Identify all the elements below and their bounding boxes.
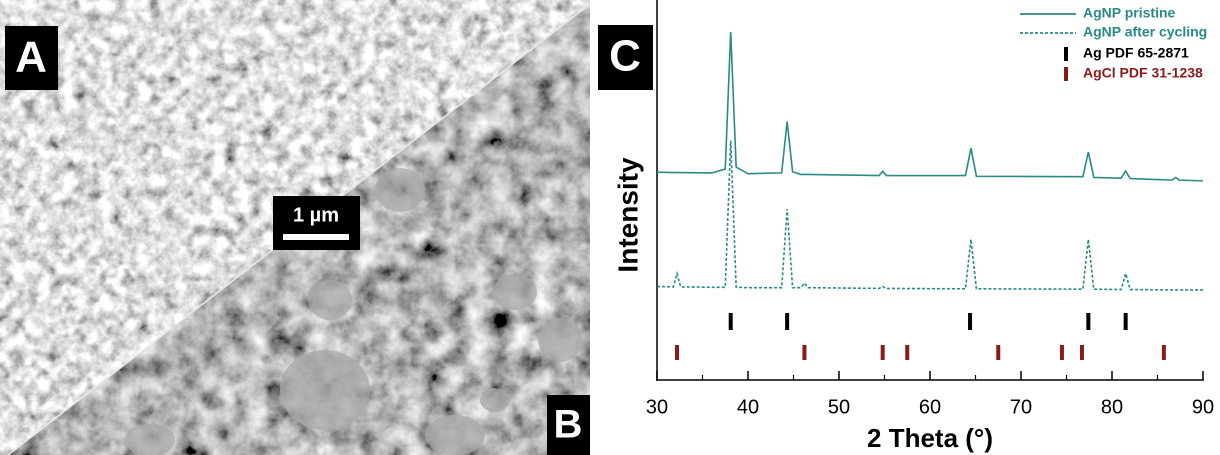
label-box — [547, 395, 590, 455]
label-box — [598, 25, 653, 90]
y-axis-label: Intensity — [612, 157, 643, 273]
legend-label: Ag PDF 65-2871 — [1083, 45, 1189, 61]
panel-label: C — [609, 32, 641, 81]
scale-box — [273, 196, 360, 250]
x-tick-label: 30 — [646, 396, 668, 418]
panel-label: A — [15, 33, 47, 82]
scale-bar — [283, 234, 349, 240]
scale-bar-label: 1 µm — [293, 204, 339, 226]
x-tick-label: 80 — [1101, 396, 1123, 418]
sem-particles — [125, 168, 582, 455]
x-tick-label: 50 — [828, 396, 850, 418]
x-tick-label: 60 — [919, 396, 941, 418]
x-tick-label: 40 — [737, 396, 759, 418]
x-tick-label: 70 — [1010, 396, 1032, 418]
series-line — [656, 140, 1203, 291]
label-box — [5, 26, 58, 90]
x-tick-label: 90 — [1192, 396, 1214, 418]
x-axis-label: 2 Theta (°) — [867, 423, 993, 453]
series-line — [656, 31, 1204, 182]
panel-label: B — [554, 403, 583, 447]
legend-label: AgNP pristine — [1083, 5, 1176, 21]
legend-label: AgCl PDF 31-1238 — [1083, 65, 1203, 81]
legend-label: AgNP after cycling — [1083, 24, 1207, 40]
sem-image: A B 1 µm — [0, 0, 591, 455]
xrd-chart: C Intensity 2 Theta (°) 30 40 50 60 70 80 90 Ag… — [598, 0, 1214, 453]
